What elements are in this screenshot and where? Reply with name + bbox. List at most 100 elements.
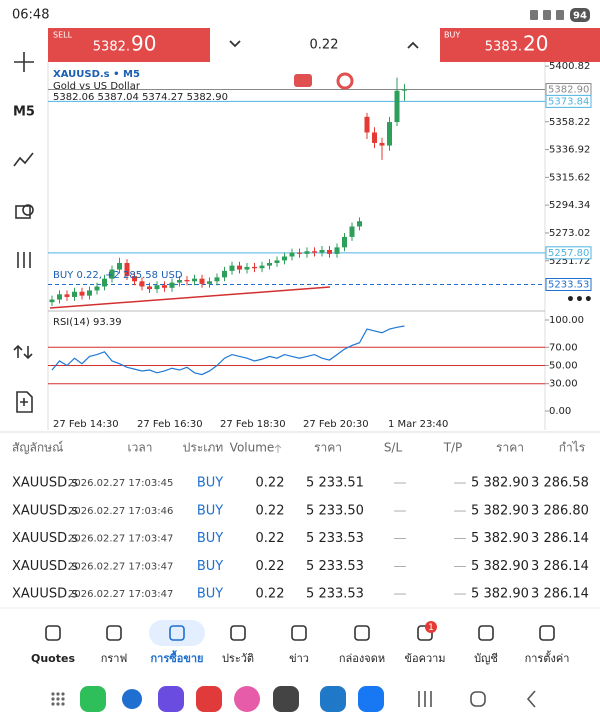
column-header[interactable]: ราคา — [496, 441, 524, 455]
column-header[interactable]: ประเภท — [183, 441, 224, 455]
candle-body — [79, 291, 85, 296]
candle-body — [402, 89, 407, 91]
nav-label[interactable]: ประวัติ — [222, 652, 254, 665]
nav-label[interactable]: การตั้งค่า — [525, 650, 570, 665]
table-cell: XAUUSD.s — [12, 559, 78, 574]
nav-label[interactable]: การซื้อขาย — [151, 650, 204, 665]
chart-description: Gold vs US Dollar — [53, 81, 141, 92]
nav-label[interactable]: กล่องจดห — [339, 652, 385, 665]
app-icon[interactable] — [80, 686, 106, 712]
nav-label[interactable]: กราฟ — [101, 652, 128, 665]
candle-body — [289, 252, 295, 257]
candle-body — [319, 249, 325, 253]
nav-icon[interactable] — [169, 625, 185, 641]
table-cell: — — [394, 503, 407, 518]
table-cell: — — [394, 587, 407, 602]
candle-body — [274, 260, 280, 264]
x-tick-label: 27 Feb 16:30 — [137, 419, 203, 430]
table-cell: 2026.02.27 17:03:45 — [68, 478, 173, 489]
chart-icon[interactable] — [336, 72, 354, 90]
nav-label[interactable]: บัญชี — [474, 652, 498, 665]
table-cell: 0.22 — [256, 476, 285, 491]
table-cell: 0.22 — [256, 587, 285, 602]
column-header[interactable]: เวลา — [128, 441, 153, 455]
home-button[interactable] — [470, 691, 486, 707]
table-cell: BUY — [197, 587, 223, 602]
nav-label[interactable]: Quotes — [31, 652, 75, 665]
volume-up[interactable] — [407, 41, 419, 49]
recent-button[interactable] — [418, 691, 432, 707]
nav-icon[interactable] — [106, 625, 122, 641]
candle-body — [49, 299, 55, 303]
back-button[interactable] — [526, 690, 536, 708]
column-header[interactable]: กำไร — [559, 441, 586, 455]
column-header[interactable]: สัญลักษณ์ — [12, 441, 63, 455]
table-cell: — — [454, 531, 467, 546]
candle-body — [259, 265, 265, 269]
table-cell: 5 233.53 — [306, 531, 364, 546]
status-time: 06:48 — [12, 8, 49, 23]
nav-label[interactable]: ข้อความ — [404, 652, 445, 665]
rsi-tick-label: 50.00 — [549, 361, 578, 372]
candle-body — [57, 294, 62, 300]
price-tag-label: 5233.53 — [548, 280, 589, 291]
candle-body — [297, 252, 302, 254]
nav-icon[interactable] — [478, 625, 494, 641]
candle-body — [379, 142, 385, 146]
app-icon[interactable] — [320, 686, 346, 712]
table-cell: 5 233.53 — [306, 587, 364, 602]
bottom-nav: Quotes กราฟ การซื้อขาย ประวัติ ข่าว กล่องจดห ข… — [31, 620, 569, 665]
candle-body — [162, 285, 167, 288]
app-icon[interactable] — [196, 686, 222, 712]
badge-count: 1 — [428, 623, 434, 633]
trade-volume[interactable]: 0.22 — [310, 38, 339, 53]
more-menu[interactable]: ••• — [566, 292, 593, 308]
candle-body — [64, 294, 70, 297]
x-tick-label: 27 Feb 18:30 — [220, 419, 286, 430]
candle-body — [139, 281, 145, 287]
y-tick-label: 5315.62 — [549, 172, 590, 183]
sell-button[interactable] — [48, 28, 210, 62]
table-cell: 2026.02.27 17:03:47 — [68, 589, 173, 600]
column-header[interactable]: S/L — [384, 441, 403, 455]
candle-body — [192, 278, 197, 282]
table-cell: — — [454, 587, 467, 602]
candle-body — [117, 263, 122, 270]
nav-icon[interactable] — [354, 625, 370, 641]
table-cell: 5 233.53 — [306, 559, 364, 574]
rsi-tick-label: 30.00 — [549, 379, 578, 390]
nav-label[interactable]: ข่าว — [289, 652, 309, 665]
battery — [570, 8, 590, 22]
price-tag-label: 5382.90 — [548, 85, 589, 96]
buy-button[interactable] — [440, 28, 600, 62]
nav-icon[interactable] — [539, 625, 555, 641]
column-header[interactable]: T/P — [443, 441, 463, 455]
app-icon[interactable] — [122, 689, 142, 709]
nav-icon[interactable] — [230, 625, 246, 641]
candle-body — [109, 269, 115, 279]
app-icon[interactable] — [273, 686, 299, 712]
sell-price-big: 90 — [131, 32, 156, 56]
column-header[interactable]: ราคา — [314, 441, 342, 455]
rsi-line — [51, 325, 405, 376]
column-header[interactable]: Volume — [230, 441, 275, 455]
table-cell: 5 382.90 — [471, 503, 529, 518]
toolbar-icons[interactable] — [13, 52, 34, 413]
timeframe[interactable]: M5 — [13, 105, 35, 120]
nav-icon[interactable] — [45, 625, 61, 641]
table-cell: 5 382.90 — [471, 559, 529, 574]
chart-icon[interactable] — [294, 74, 312, 87]
app-icon[interactable] — [234, 686, 260, 712]
volume-down[interactable] — [229, 40, 241, 48]
candle-body — [177, 279, 182, 283]
candle-body — [222, 270, 227, 278]
table-cell: BUY — [197, 503, 223, 518]
active-pill — [149, 620, 205, 646]
nav-icon[interactable] — [291, 625, 307, 641]
app-icon[interactable] — [158, 686, 184, 712]
rsi-title: RSI(14) 93.39 — [53, 317, 122, 328]
nav-icon[interactable] — [417, 625, 433, 641]
y-tick-label: 5336.92 — [549, 145, 590, 156]
app-icon[interactable] — [358, 686, 384, 712]
price-tag — [545, 94, 592, 108]
